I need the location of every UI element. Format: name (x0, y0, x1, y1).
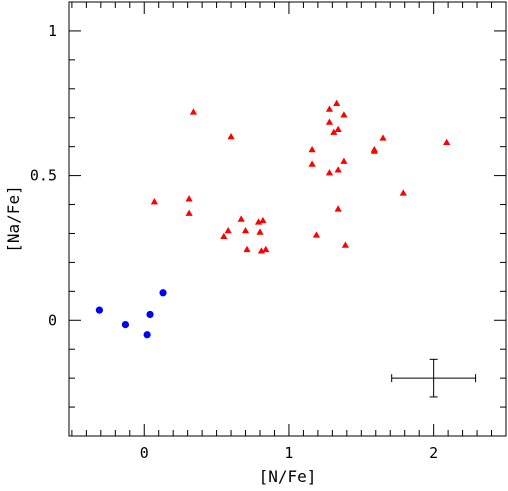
data-point-triangle (308, 160, 316, 167)
y-tick-label: 0.5 (30, 167, 57, 185)
error-bar (391, 358, 477, 398)
y-tick-label: 0 (48, 311, 57, 329)
data-point-triangle (227, 132, 235, 140)
x-tick-labels: 0 1 2 (140, 444, 438, 462)
data-point-triangle (370, 147, 378, 154)
data-point-circle (143, 331, 151, 339)
data-point-triangle (312, 231, 321, 238)
data-point-triangle (333, 99, 341, 106)
data-point-triangle (325, 118, 334, 125)
minor-ticks (69, 1, 507, 437)
data-point-triangle (443, 138, 451, 146)
x-tick-label: 1 (284, 444, 293, 462)
data-point-triangle (185, 209, 193, 216)
data-point-triangle (325, 105, 334, 112)
data-point-circle (159, 289, 167, 297)
data-point-triangle (150, 198, 158, 205)
data-point-triangle (325, 169, 334, 176)
y-tick-label: 1 (48, 22, 57, 40)
data-point-triangle (241, 226, 250, 234)
data-point-triangle (330, 128, 338, 135)
data-point-circle (121, 321, 130, 329)
data-points (95, 99, 451, 339)
data-point-triangle (334, 166, 342, 173)
data-point-triangle (224, 226, 232, 234)
x-axis-label: [N/Fe] (259, 467, 317, 486)
data-point-triangle (259, 216, 267, 224)
x-tick-label: 0 (140, 444, 149, 462)
data-point-triangle (237, 215, 245, 222)
data-point-triangle (262, 245, 270, 253)
y-axis-label: [Na/Fe] (4, 185, 23, 252)
y-tick-labels: 00.51 (30, 22, 57, 329)
data-point-triangle (379, 134, 387, 141)
data-point-triangle (220, 232, 228, 240)
plot-frame (68, 1, 507, 437)
data-point-triangle (334, 125, 342, 133)
data-point-triangle (256, 228, 264, 235)
major-ticks (69, 2, 506, 436)
data-point-triangle (340, 157, 348, 164)
data-point-circle (95, 306, 103, 314)
x-tick-label: 2 (429, 444, 438, 462)
data-point-triangle (334, 205, 342, 212)
data-point-triangle (308, 145, 316, 153)
data-point-triangle (243, 245, 251, 253)
data-point-triangle (399, 189, 407, 196)
data-point-triangle (189, 108, 198, 115)
data-point-triangle (341, 241, 349, 248)
data-point-triangle (340, 111, 348, 118)
data-point-triangle (185, 195, 193, 202)
data-point-circle (146, 310, 154, 319)
